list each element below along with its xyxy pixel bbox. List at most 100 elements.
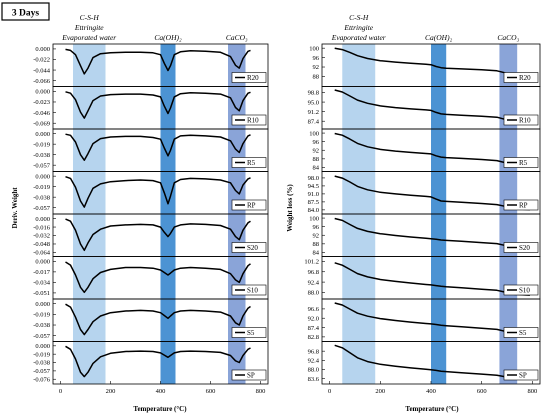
series-line-r5 xyxy=(65,133,251,161)
y-tick-label: -0.066 xyxy=(33,78,51,85)
legend-label: R5 xyxy=(519,159,528,167)
y-tick-label: 87.4 xyxy=(308,325,320,332)
panel-r10: 0.000 -0.023 -0.046 -0.069 R10 xyxy=(33,86,269,130)
region-label: Evaporated water xyxy=(61,33,116,42)
y-tick-label: 96.8 xyxy=(308,348,319,355)
legend-s5: S5 xyxy=(231,327,267,338)
x-tick-label: 400 xyxy=(156,388,166,395)
y-tick-label: 84 xyxy=(313,165,320,172)
days-badge-label: 3 Days xyxy=(12,9,39,19)
y-tick-label: -0.048 xyxy=(33,241,50,248)
panel-r10: 98.8 95.0 91.2 87.4 R10 xyxy=(308,86,541,130)
y-tick-label: 98.8 xyxy=(308,90,319,97)
y-tick-label: 0.000 xyxy=(35,301,50,308)
y-tick-label: 96 xyxy=(313,139,320,146)
y-tick-label: 84.0 xyxy=(308,207,319,214)
legend-label: S5 xyxy=(247,329,255,337)
y-tick-label: 87.4 xyxy=(308,118,320,125)
y-tick-label: 98.0 xyxy=(308,175,319,182)
region-label: Evaporated water xyxy=(331,33,386,42)
series-line-rp xyxy=(65,175,251,208)
legend-label: S5 xyxy=(519,329,527,337)
dtg-y-axis-title: Deriv. Weight xyxy=(11,187,19,229)
legend-r20: R20 xyxy=(503,72,539,83)
y-tick-label: -0.069 xyxy=(33,120,50,127)
y-tick-label: -0.034 xyxy=(33,280,51,287)
y-tick-label: -0.038 xyxy=(33,194,50,201)
legend-s5: S5 xyxy=(503,327,539,338)
region-label: CaCO₃ xyxy=(497,33,519,42)
panel-s5: 96.6 92.0 87.4 82.8 S5 xyxy=(308,298,541,342)
dtg-x-axis-label: Temperature (°C) xyxy=(133,405,187,413)
panel-s10: 0.000 -0.017 -0.034 -0.051 S10 xyxy=(33,256,269,300)
series-line-s20 xyxy=(65,218,251,252)
y-tick-label: -0.038 xyxy=(33,322,50,329)
y-tick-label: -0.076 xyxy=(33,376,51,383)
y-tick-label: 92 xyxy=(313,64,320,71)
y-tick-label: 84 xyxy=(313,250,320,257)
tg-x-axis: 0 200 400 600 800 xyxy=(328,381,537,395)
y-tick-label: -0.019 xyxy=(33,312,50,319)
x-tick-label: 800 xyxy=(256,388,266,395)
region-label: C-S-H xyxy=(349,13,369,22)
dtg-panel-stack: 0.000 -0.022 -0.044 -0.066 R20 0.000 -0.023 -0.… xyxy=(33,43,269,385)
region-label: Ca(OH)₂ xyxy=(425,33,453,42)
panel-s10: 101.2 96.8 92.4 88.0 S10 xyxy=(304,256,541,300)
y-tick-label: 0.000 xyxy=(35,216,50,223)
y-tick-label: -0.057 xyxy=(33,205,51,212)
y-tick-label: 101.2 xyxy=(304,259,319,266)
tg-y-axis-label: Weight loss (%) xyxy=(286,184,294,232)
y-tick-label: -0.057 xyxy=(33,368,51,375)
legend-s10: S10 xyxy=(503,284,539,296)
legend-label: R5 xyxy=(247,159,256,167)
series-line-sp xyxy=(65,345,251,378)
legend-label: SP xyxy=(519,372,527,380)
legend-label: SP xyxy=(247,372,255,380)
panel-r20: 100 96 92 88 R20 xyxy=(309,43,541,87)
y-tick-label: 91.0 xyxy=(308,191,319,198)
x-tick-label: 200 xyxy=(375,388,385,395)
y-tick-label: 94.5 xyxy=(308,183,319,190)
y-tick-label: 88.0 xyxy=(308,290,319,297)
x-tick-label: 600 xyxy=(206,388,216,395)
region-label: Ca(OH)₂ xyxy=(154,33,182,42)
y-tick-label: 0.000 xyxy=(35,46,50,53)
y-tick-label: -0.057 xyxy=(33,333,51,340)
region-label: CaCO₃ xyxy=(226,33,248,42)
y-tick-label: -0.057 xyxy=(33,162,51,169)
y-tick-label: 82.8 xyxy=(308,334,319,341)
legend-rp: RP xyxy=(231,199,267,211)
y-tick-label: 87.5 xyxy=(308,199,319,206)
y-tick-label: -0.019 xyxy=(33,141,50,148)
legend-r5: R5 xyxy=(503,157,539,168)
y-tick-label: -0.032 xyxy=(33,233,50,240)
y-tick-label: -0.051 xyxy=(33,290,50,297)
legend-label: S10 xyxy=(519,287,530,295)
y-tick-label: -0.016 xyxy=(33,224,51,231)
x-tick-label: 400 xyxy=(426,388,436,395)
panel-s5: 0.000 -0.019 -0.038 -0.057 S5 xyxy=(33,298,269,342)
legend-label: R20 xyxy=(247,74,259,82)
y-tick-label: 95.0 xyxy=(308,99,319,106)
x-tick-label: 0 xyxy=(59,388,62,395)
y-tick-label: 88 xyxy=(313,74,320,81)
legend-r10: R10 xyxy=(503,114,539,126)
region-label: Ettringite xyxy=(74,23,104,32)
y-tick-label: 96.6 xyxy=(308,306,320,313)
y-tick-label: 91.2 xyxy=(308,109,319,116)
legend-s20: S20 xyxy=(231,242,267,253)
x-tick-label: 800 xyxy=(528,388,538,395)
y-tick-label: 88 xyxy=(313,241,320,248)
legend-label: RP xyxy=(247,202,256,210)
legend-r5: R5 xyxy=(231,157,267,168)
legend-label: R10 xyxy=(519,117,531,125)
y-tick-label: 0.000 xyxy=(35,89,50,96)
dtg-y-axis-label: Deriv. Weight xyxy=(11,187,19,229)
y-tick-label: 100 xyxy=(309,45,319,52)
y-tick-label: 96 xyxy=(313,224,320,231)
legend-rp: RP xyxy=(503,199,539,211)
series-line-s5 xyxy=(65,303,251,336)
